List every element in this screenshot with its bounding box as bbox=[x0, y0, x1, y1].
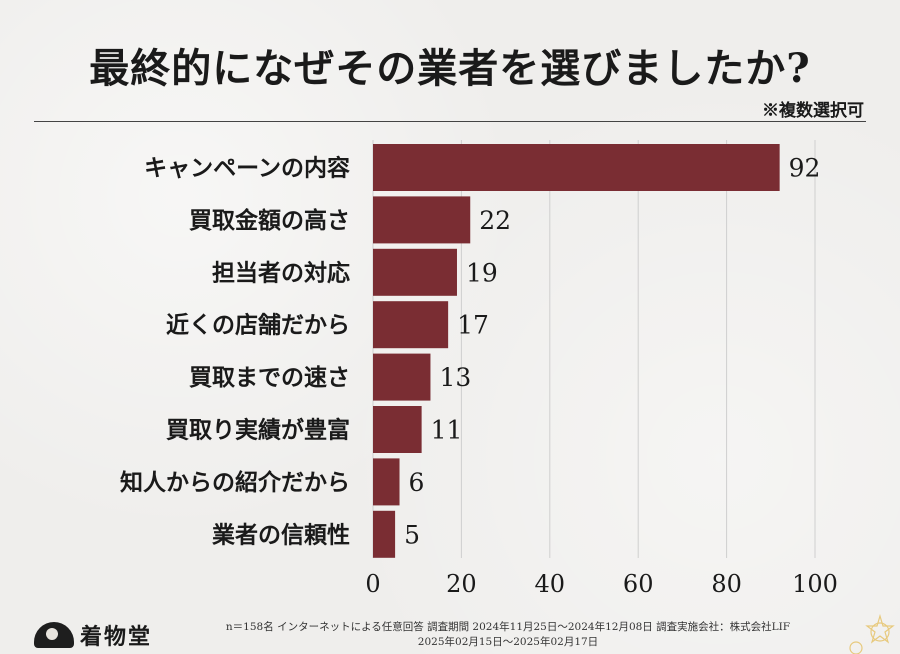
category-label: 買取り実績が豊富 bbox=[166, 417, 350, 444]
category-label: 担当者の対応 bbox=[212, 259, 350, 286]
x-tick-label: 20 bbox=[446, 570, 477, 598]
category-label: 買取金額の高さ bbox=[189, 207, 350, 234]
bar bbox=[373, 510, 396, 558]
brand-name: 着物堂 bbox=[80, 624, 153, 650]
bar bbox=[373, 301, 449, 349]
labels: 0 20 40 60 80 100 キャンペーンの内容 92 買取金額の高さ 22 担当者の対応 19… bbox=[120, 154, 838, 599]
category-label: 業者の信頼性 bbox=[211, 521, 350, 548]
bar bbox=[373, 406, 422, 453]
title-divider bbox=[34, 121, 866, 122]
value-label: 13 bbox=[439, 363, 471, 392]
bar bbox=[373, 458, 400, 506]
category-label: 買取までの速さ bbox=[189, 364, 350, 391]
bar bbox=[373, 144, 780, 191]
bar bbox=[373, 248, 457, 296]
category-label: 近くの店舗だから bbox=[166, 312, 350, 339]
survey-footnote: n＝158名 インターネットによる任意回答 調査期間 2024年11月25日～2… bbox=[178, 620, 838, 650]
bar bbox=[373, 353, 431, 401]
bars bbox=[373, 144, 780, 558]
x-tick-label: 0 bbox=[365, 570, 380, 598]
fan-logo-icon bbox=[34, 622, 74, 648]
x-tick-label: 60 bbox=[623, 570, 654, 598]
value-label: 92 bbox=[789, 154, 821, 183]
chart-title: 最終的になぜその業者を選びましたか? bbox=[89, 45, 811, 92]
value-label: 11 bbox=[431, 416, 463, 445]
footnote-line-1: n＝158名 インターネットによる任意回答 調査期間 2024年11月25日～2… bbox=[225, 621, 791, 633]
value-label: 6 bbox=[409, 468, 425, 497]
value-label: 19 bbox=[466, 258, 498, 287]
brand-logo: 着物堂 bbox=[34, 619, 152, 651]
category-label: キャンペーンの内容 bbox=[144, 155, 350, 182]
multiple-choice-note: ※複数選択可 bbox=[762, 101, 864, 121]
x-tick-label: 80 bbox=[711, 570, 742, 598]
x-tick-label: 100 bbox=[792, 570, 838, 598]
value-label: 17 bbox=[457, 311, 489, 340]
bar bbox=[373, 196, 471, 244]
value-label: 22 bbox=[479, 206, 511, 235]
value-label: 5 bbox=[404, 520, 420, 549]
category-label: 知人からの紹介だから bbox=[120, 469, 350, 496]
footnote-line-2: 2025年02月15日～2025年02月17日 bbox=[417, 636, 599, 648]
x-tick-label: 40 bbox=[535, 570, 566, 598]
